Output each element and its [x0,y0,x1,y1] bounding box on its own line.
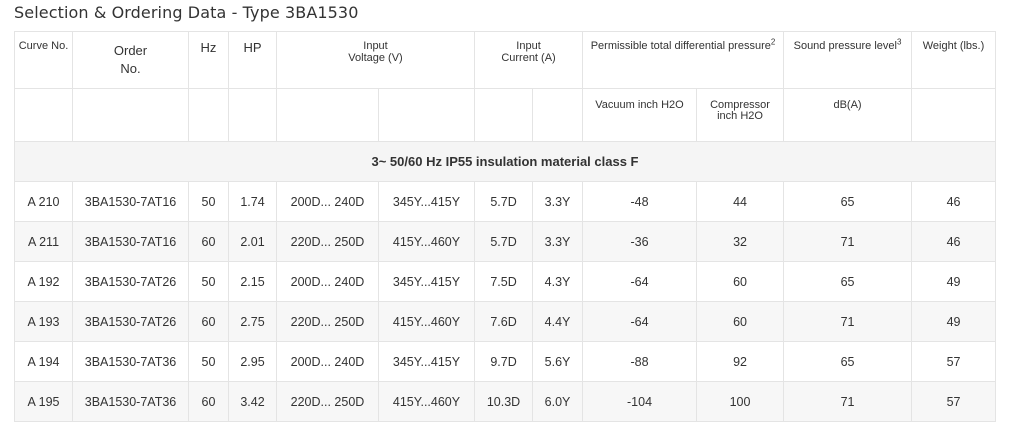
cell-v-delta: 220D... 250D [276,301,379,342]
data-rows: A 210 3BA1530-7AT16 50 1.74 200D... 240D 345Y… [14,181,997,422]
cell-i-star: 4.3Y [532,261,584,302]
cell-hp: 2.15 [228,261,277,302]
cell-order: 3BA1530-7AT36 [72,341,189,382]
table-row: A 192 3BA1530-7AT26 50 2.15 200D... 240D 345Y… [14,261,997,302]
header-curve-no: Curve No. [14,31,73,89]
cell-hz: 50 [188,261,229,302]
cell-i-delta: 5.7D [474,181,534,222]
cell-i-delta: 5.7D [474,221,534,262]
cell-compressor: 60 [696,261,785,302]
table-row: A 211 3BA1530-7AT16 60 2.01 220D... 250D 415Y… [14,221,997,262]
cell-i-delta: 7.6D [474,301,534,342]
cell-hz: 60 [188,301,229,342]
section-band: 3~ 50/60 Hz IP55 insulation material cla… [13,141,997,182]
header-hp: HP [228,31,277,89]
cell-vacuum: -64 [582,301,698,342]
table-row: A 193 3BA1530-7AT26 60 2.75 220D... 250D 415Y… [14,301,997,342]
cell-hz: 50 [188,181,229,222]
cell-order: 3BA1530-7AT16 [72,181,189,222]
cell-hp: 2.95 [228,341,277,382]
subheader-row: Vacuum inch H2O Compressor inch H2O dB(A) [14,88,997,142]
cell-v-star: 345Y...415Y [377,261,476,302]
cell-v-delta: 220D... 250D [276,221,379,262]
cell-weight: 46 [911,181,997,222]
cell-v-delta: 200D... 240D [276,181,379,222]
cell-i-star: 6.0Y [532,381,584,422]
cell-curve: A 192 [14,261,73,302]
cell-order: 3BA1530-7AT26 [72,261,189,302]
cell-sound: 71 [783,381,913,422]
header-dba: dB(A) [783,88,913,142]
header-pressure: Permissible total differential pressure2 [582,31,785,89]
cell-curve: A 211 [14,221,73,262]
cell-hp: 2.01 [228,221,277,262]
cell-v-delta: 200D... 240D [276,341,379,382]
cell-sound: 71 [783,221,913,262]
cell-sound: 71 [783,301,913,342]
cell-order: 3BA1530-7AT36 [72,381,189,422]
cell-v-star: 415Y...460Y [377,301,476,342]
cell-sound: 65 [783,261,913,302]
cell-v-star: 415Y...460Y [377,221,476,262]
table-row: A 210 3BA1530-7AT16 50 1.74 200D... 240D 345Y… [14,181,997,222]
cell-compressor: 44 [696,181,785,222]
header-weight: Weight (lbs.) [911,31,997,89]
cell-i-star: 3.3Y [532,221,584,262]
page-title: Selection & Ordering Data - Type 3BA1530 [14,3,359,22]
header-hz: Hz [188,31,229,89]
cell-hz: 60 [188,221,229,262]
header-vacuum: Vacuum inch H2O [582,88,698,142]
cell-i-delta: 7.5D [474,261,534,302]
cell-v-delta: 200D... 240D [276,261,379,302]
cell-i-delta: 9.7D [474,341,534,382]
cell-curve: A 193 [14,301,73,342]
header-row: Curve No. Order No. Hz HP Input Voltage (V… [14,31,997,89]
cell-hp: 1.74 [228,181,277,222]
cell-vacuum: -36 [582,221,698,262]
cell-v-star: 415Y...460Y [377,381,476,422]
header-sound: Sound pressure level3 [783,31,913,89]
table-row: A 194 3BA1530-7AT36 50 2.95 200D... 240D 345Y… [14,341,997,382]
cell-weight: 49 [911,261,997,302]
cell-compressor: 60 [696,301,785,342]
cell-order: 3BA1530-7AT16 [72,221,189,262]
cell-vacuum: -48 [582,181,698,222]
cell-vacuum: -104 [582,381,698,422]
selection-ordering-table: Curve No. Order No. Hz HP Input Voltage (V… [13,31,997,422]
cell-hp: 2.75 [228,301,277,342]
cell-v-star: 345Y...415Y [377,341,476,382]
cell-sound: 65 [783,341,913,382]
cell-v-delta: 220D... 250D [276,381,379,422]
header-input-voltage: Input Voltage (V) [275,31,476,89]
cell-compressor: 100 [696,381,785,422]
cell-order: 3BA1530-7AT26 [72,301,189,342]
cell-vacuum: -88 [582,341,698,382]
cell-hp: 3.42 [228,381,277,422]
cell-i-delta: 10.3D [474,381,534,422]
cell-weight: 49 [911,301,997,342]
cell-sound: 65 [783,181,913,222]
cell-vacuum: -64 [582,261,698,302]
cell-curve: A 210 [14,181,73,222]
cell-curve: A 195 [14,381,73,422]
section-band-row: 3~ 50/60 Hz IP55 insulation material cla… [13,141,997,182]
cell-curve: A 194 [14,341,73,382]
cell-i-star: 5.6Y [532,341,584,382]
cell-compressor: 92 [696,341,785,382]
table-row: A 195 3BA1530-7AT36 60 3.42 220D... 250D 415Y… [14,381,997,422]
cell-weight: 57 [911,381,997,422]
cell-i-star: 3.3Y [532,181,584,222]
cell-v-star: 345Y...415Y [377,181,476,222]
header-order-no: Order No. [72,31,189,89]
cell-hz: 50 [188,341,229,382]
cell-i-star: 4.4Y [532,301,584,342]
header-compressor: Compressor inch H2O [696,88,785,142]
cell-hz: 60 [188,381,229,422]
cell-weight: 57 [911,341,997,382]
header-input-current: Input Current (A) [474,31,584,89]
cell-compressor: 32 [696,221,785,262]
cell-weight: 46 [911,221,997,262]
